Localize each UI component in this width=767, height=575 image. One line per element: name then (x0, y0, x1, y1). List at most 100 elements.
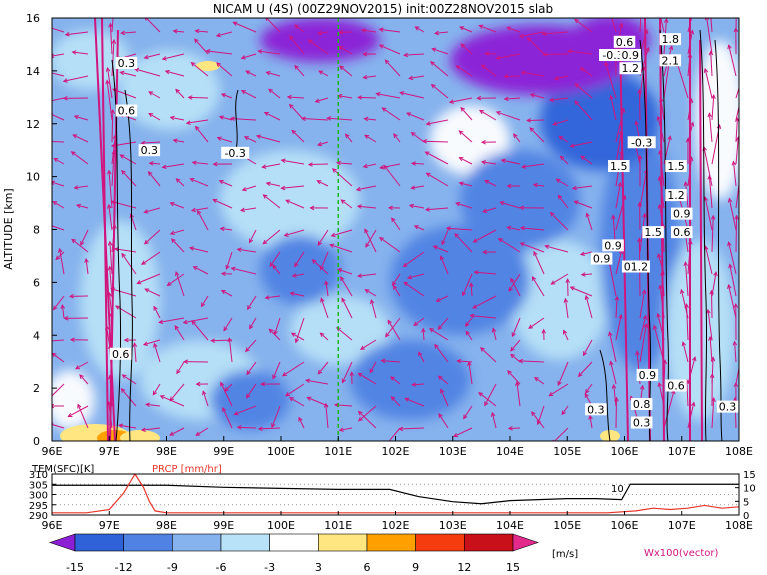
wind-vector-head (80, 240, 85, 246)
wind-vector (580, 251, 593, 256)
wind-vector (52, 423, 65, 429)
wind-vector-head (169, 431, 175, 436)
wind-vector-head (708, 50, 714, 56)
wind-vector (529, 127, 545, 143)
wind-vector-head (272, 264, 277, 270)
wind-vector (327, 117, 353, 121)
wind-vector-head (71, 50, 77, 55)
wind-vector (175, 89, 185, 99)
wind-vector (75, 361, 89, 370)
wind-vector-head (461, 291, 467, 297)
wind-vector-head (571, 185, 577, 191)
wind-vector-head (285, 199, 291, 204)
wind-vector-head (738, 97, 739, 99)
y-tick-label: 14 (26, 65, 40, 78)
wind-vector-head (683, 181, 689, 187)
wind-vector (144, 229, 161, 245)
wind-vector-head (637, 88, 642, 94)
wind-vector-head (668, 45, 674, 51)
wind-vector (144, 288, 161, 297)
wind-vector-head (169, 201, 175, 207)
wind-vector-head (413, 225, 419, 230)
wind-vector-head (200, 302, 206, 308)
wind-vector-head (107, 203, 112, 209)
wind-vector-head (637, 154, 643, 160)
wind-vector-head (268, 88, 273, 94)
colorbar-tick-label: -6 (216, 561, 227, 574)
wind-vector (615, 296, 618, 319)
wind-vector-head (408, 203, 414, 209)
wind-vector (703, 146, 713, 187)
wind-vector-head (164, 69, 170, 75)
wind-vector (318, 70, 329, 77)
wind-vector (728, 198, 737, 231)
wind-vector (176, 178, 185, 187)
vector-legend-label: Wx100(vector) (644, 548, 719, 559)
temperature-line (52, 483, 739, 505)
wind-vector (369, 361, 377, 373)
wind-vector (365, 289, 377, 297)
wind-vector-head (307, 39, 313, 44)
wind-vector-head (526, 36, 532, 42)
wind-vector (482, 207, 497, 213)
wind-vector (245, 70, 257, 77)
wind-vector (289, 104, 305, 121)
wind-vector (192, 161, 209, 165)
wind-vector-head (317, 369, 323, 375)
wind-vector (542, 31, 569, 35)
wind-vector (585, 295, 593, 319)
wind-vector-head (84, 257, 89, 263)
wind-vector (684, 262, 689, 297)
sub-x-tick-label: 98E (156, 519, 177, 532)
wind-vector-head (375, 91, 381, 97)
wind-vector-head (614, 396, 619, 402)
wind-vector-head (195, 431, 201, 436)
wind-vector-head (614, 295, 620, 301)
wind-vector-head (216, 62, 221, 67)
wind-vector-head (110, 108, 116, 114)
wind-vector (325, 403, 329, 429)
wind-vector (52, 201, 65, 209)
wind-vector (338, 95, 353, 99)
wind-vector (52, 352, 65, 363)
wind-vector-head (459, 26, 465, 31)
wind-vector (433, 245, 449, 253)
wind-vector (74, 185, 89, 189)
wind-vector-head (437, 375, 443, 381)
wind-vector (710, 51, 713, 77)
wind-vector-head (548, 392, 554, 397)
wind-vector-head (257, 426, 263, 432)
wind-vector (613, 384, 617, 407)
wind-vector (258, 427, 281, 430)
wind-vector-head (454, 233, 459, 238)
colorbar-tick-label: 9 (412, 561, 419, 574)
wind-vector-head (521, 164, 527, 169)
wind-vector (530, 93, 545, 99)
wind-vector-head (391, 217, 396, 223)
wind-vector-head (288, 397, 294, 402)
wind-vector (564, 298, 569, 319)
wind-vector (706, 18, 713, 55)
wind-vector (85, 258, 89, 275)
wind-vector-head (323, 402, 329, 408)
wind-vector (574, 19, 593, 33)
contour-label: 0.8 (633, 398, 651, 411)
wind-vector-head (433, 30, 440, 36)
wind-vector (356, 185, 377, 191)
colorbar: -15 -12 -9 -6 -3 3 6 9 12 15 (49, 533, 539, 574)
wind-vector (341, 361, 353, 383)
wind-vector (411, 185, 425, 189)
wind-vector-head (379, 165, 385, 170)
wind-vector (121, 170, 137, 187)
wind-vector (660, 18, 665, 33)
wind-vector-head (52, 403, 55, 409)
sub-x-tick-label: 108E (725, 519, 753, 532)
wind-vector (456, 65, 473, 77)
sub-left-tick-label: 300 (29, 491, 48, 502)
wind-vector-head (148, 161, 154, 166)
wind-vector-head (262, 239, 268, 245)
wind-vector (245, 339, 257, 352)
wind-vector (307, 397, 329, 407)
wind-vector (285, 199, 305, 209)
wind-vector-head (424, 207, 430, 212)
